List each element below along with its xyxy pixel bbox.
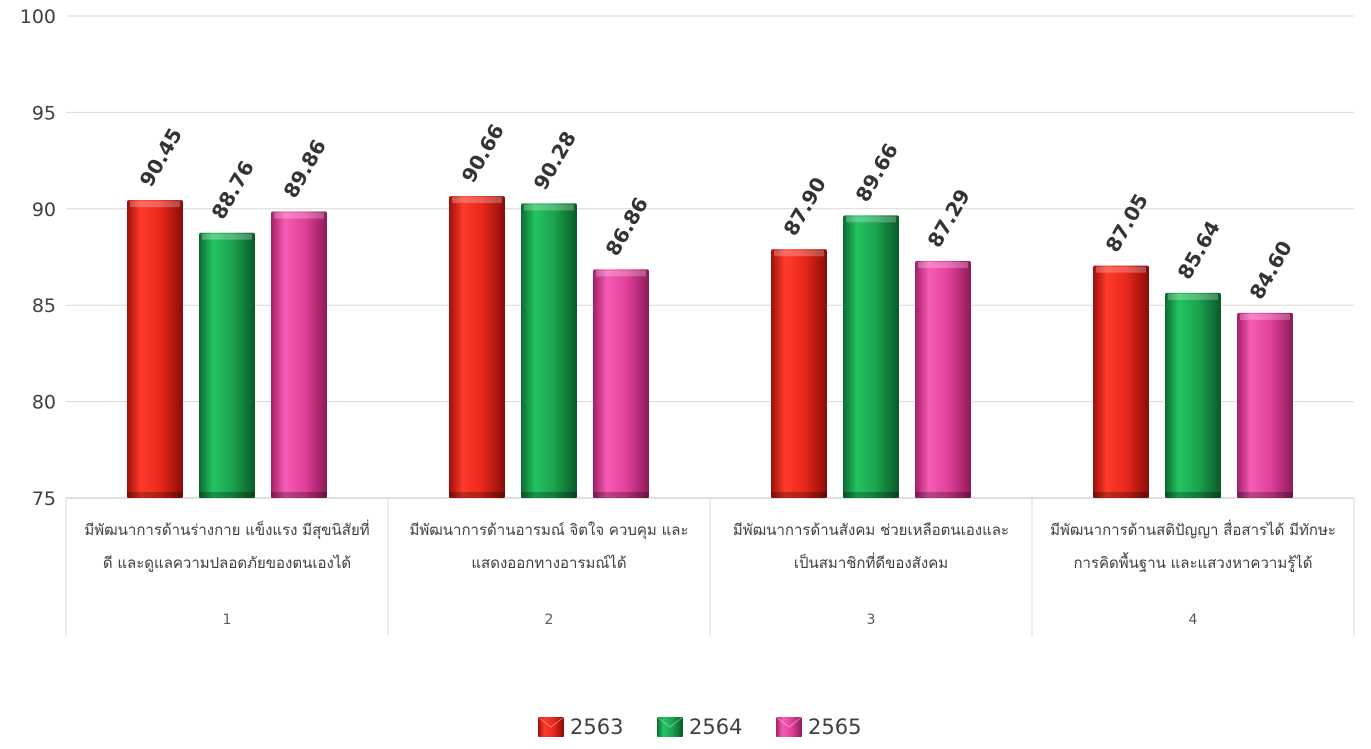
bar-2564-1 xyxy=(199,232,255,498)
data-label: 88.76 xyxy=(207,156,259,223)
group-label: 4 xyxy=(1189,612,1198,628)
group-label: 3 xyxy=(867,612,876,628)
y-tick-label: 90 xyxy=(32,199,56,221)
legend-label: 2563 xyxy=(570,715,623,739)
bar-2563-4 xyxy=(1093,265,1149,498)
y-tick-label: 75 xyxy=(32,488,56,510)
group-label: 1 xyxy=(223,612,232,628)
category-label: แสดงออกทางอารมณ์ได้ xyxy=(471,554,626,572)
data-label: 87.29 xyxy=(923,185,975,252)
category-label: มีพัฒนาการด้านร่างกาย แข็งแรง มีสุขนิสัย… xyxy=(84,519,369,540)
bar-2564-4 xyxy=(1165,292,1221,498)
legend-item-2565: 2565 xyxy=(775,715,861,739)
legend-item-2563: 2563 xyxy=(537,715,623,739)
bar-2563-2 xyxy=(449,196,505,498)
group-label: 2 xyxy=(545,612,554,628)
category-label: มีพัฒนาการด้านอารมณ์ จิตใจ ควบคุม และ xyxy=(409,521,688,540)
bar-2563-3 xyxy=(771,249,827,498)
legend-swatch xyxy=(657,717,683,737)
bar-2565-3 xyxy=(915,261,971,498)
y-tick-label: 85 xyxy=(32,295,56,317)
legend-swatch xyxy=(776,717,802,737)
y-tick-label: 95 xyxy=(32,102,56,124)
data-label: 90.28 xyxy=(529,127,581,194)
legend-label: 2564 xyxy=(689,715,742,739)
bar-2565-2 xyxy=(593,269,649,498)
y-tick-label: 100 xyxy=(20,6,56,28)
legend-item-2564: 2564 xyxy=(656,715,742,739)
data-label: 86.86 xyxy=(601,193,653,260)
data-label: 90.45 xyxy=(135,124,187,191)
category-label: มีพัฒนาการด้านสังคม ช่วยเหลือตนเองและ xyxy=(733,521,1009,539)
bar-2564-2 xyxy=(521,203,577,498)
data-label: 90.66 xyxy=(457,120,509,187)
bar-2563-1 xyxy=(127,200,183,498)
legend-swatch xyxy=(538,717,564,737)
category-label: ดี และดูแลความปลอดภัยของตนเองได้ xyxy=(103,554,351,572)
data-label: 87.90 xyxy=(779,173,831,240)
data-label: 87.05 xyxy=(1101,189,1153,256)
data-label: 89.66 xyxy=(851,139,903,206)
data-label: 89.86 xyxy=(279,135,331,202)
bar-2565-4 xyxy=(1237,312,1293,498)
category-label: มีพัฒนาการด้านสติปัญญา สื่อสารได้ มีทักษ… xyxy=(1050,519,1336,539)
legend-label: 2565 xyxy=(808,715,861,739)
bar-2565-1 xyxy=(271,211,327,498)
category-label: เป็นสมาชิกที่ดีของสังคม xyxy=(794,552,948,572)
data-label: 85.64 xyxy=(1173,217,1225,284)
bar-2564-3 xyxy=(843,215,899,498)
y-tick-label: 80 xyxy=(32,392,56,414)
category-label: การคิดพื้นฐาน และแสวงหาความรู้ได้ xyxy=(1073,552,1312,572)
data-label: 84.60 xyxy=(1245,237,1297,304)
